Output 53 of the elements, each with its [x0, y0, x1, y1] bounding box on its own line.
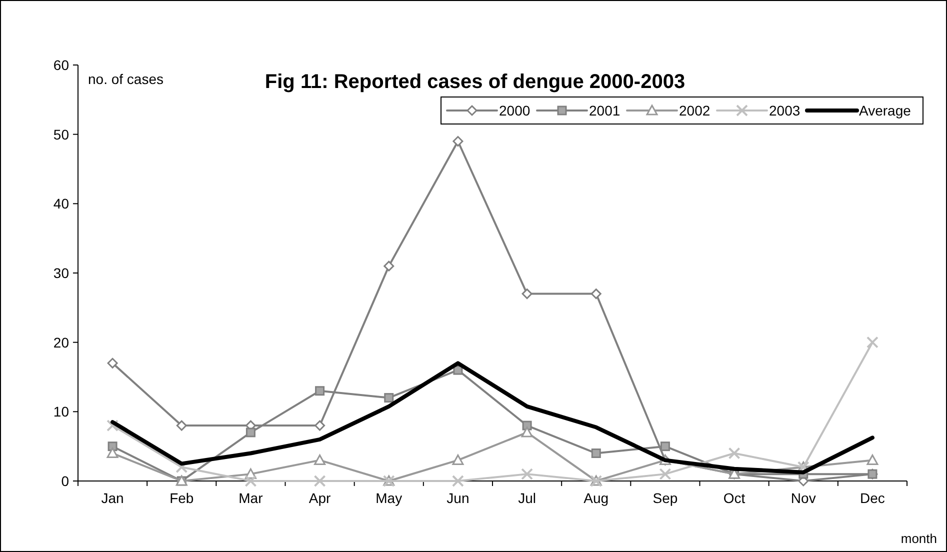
point — [107, 358, 118, 368]
x-tick-label: Apr — [308, 490, 332, 506]
legend-label: 2001 — [589, 102, 620, 118]
point — [866, 336, 878, 348]
y-tick-label: 0 — [61, 473, 70, 489]
point — [452, 136, 464, 147]
x-tick-label: Oct — [723, 490, 746, 506]
point — [314, 420, 326, 431]
point — [106, 420, 119, 432]
x-tick-label: Nov — [790, 490, 816, 506]
point — [659, 468, 672, 480]
x-tick-label: Sep — [652, 490, 678, 506]
point — [590, 288, 602, 300]
x-tick-label: Jun — [446, 490, 470, 506]
y-tick-label: 20 — [53, 334, 70, 350]
y-tick-label: 40 — [53, 196, 70, 212]
x-tick-label: Aug — [584, 490, 609, 506]
point — [452, 454, 464, 465]
point — [384, 393, 394, 403]
point — [591, 448, 601, 458]
point — [314, 454, 326, 465]
point — [866, 454, 878, 465]
legend-label: Average — [859, 102, 912, 118]
x-tick-label: May — [376, 490, 402, 506]
legend-label: 2002 — [679, 102, 710, 118]
point — [315, 386, 325, 396]
x-tick-label: Mar — [238, 490, 264, 506]
x-tick-label: Jan — [101, 490, 124, 506]
y-tick-label: 10 — [53, 404, 70, 420]
point — [246, 428, 256, 438]
x-tick-label: Dec — [860, 490, 885, 506]
point — [660, 442, 670, 452]
point — [452, 475, 464, 487]
y-tick-label: 50 — [53, 126, 70, 142]
x-axis-title: month — [900, 531, 937, 546]
legend-label: 2003 — [769, 102, 800, 118]
point — [244, 475, 257, 487]
point — [521, 426, 533, 438]
x-tick-label: Feb — [170, 490, 194, 506]
point — [314, 475, 326, 487]
chart-title: Fig 11: Reported cases of dengue 2000-2003 — [264, 71, 686, 93]
point — [728, 447, 740, 460]
x-tick-label: Jul — [518, 490, 536, 506]
y-axis-title: no. of cases — [88, 71, 164, 87]
point — [106, 448, 118, 458]
point — [522, 288, 532, 300]
point — [521, 468, 534, 480]
point — [176, 420, 187, 431]
legend-label: 2000 — [499, 102, 530, 118]
point — [384, 260, 394, 272]
y-tick-label: 60 — [53, 57, 70, 73]
point — [176, 461, 188, 474]
y-tick-label: 30 — [53, 265, 70, 281]
